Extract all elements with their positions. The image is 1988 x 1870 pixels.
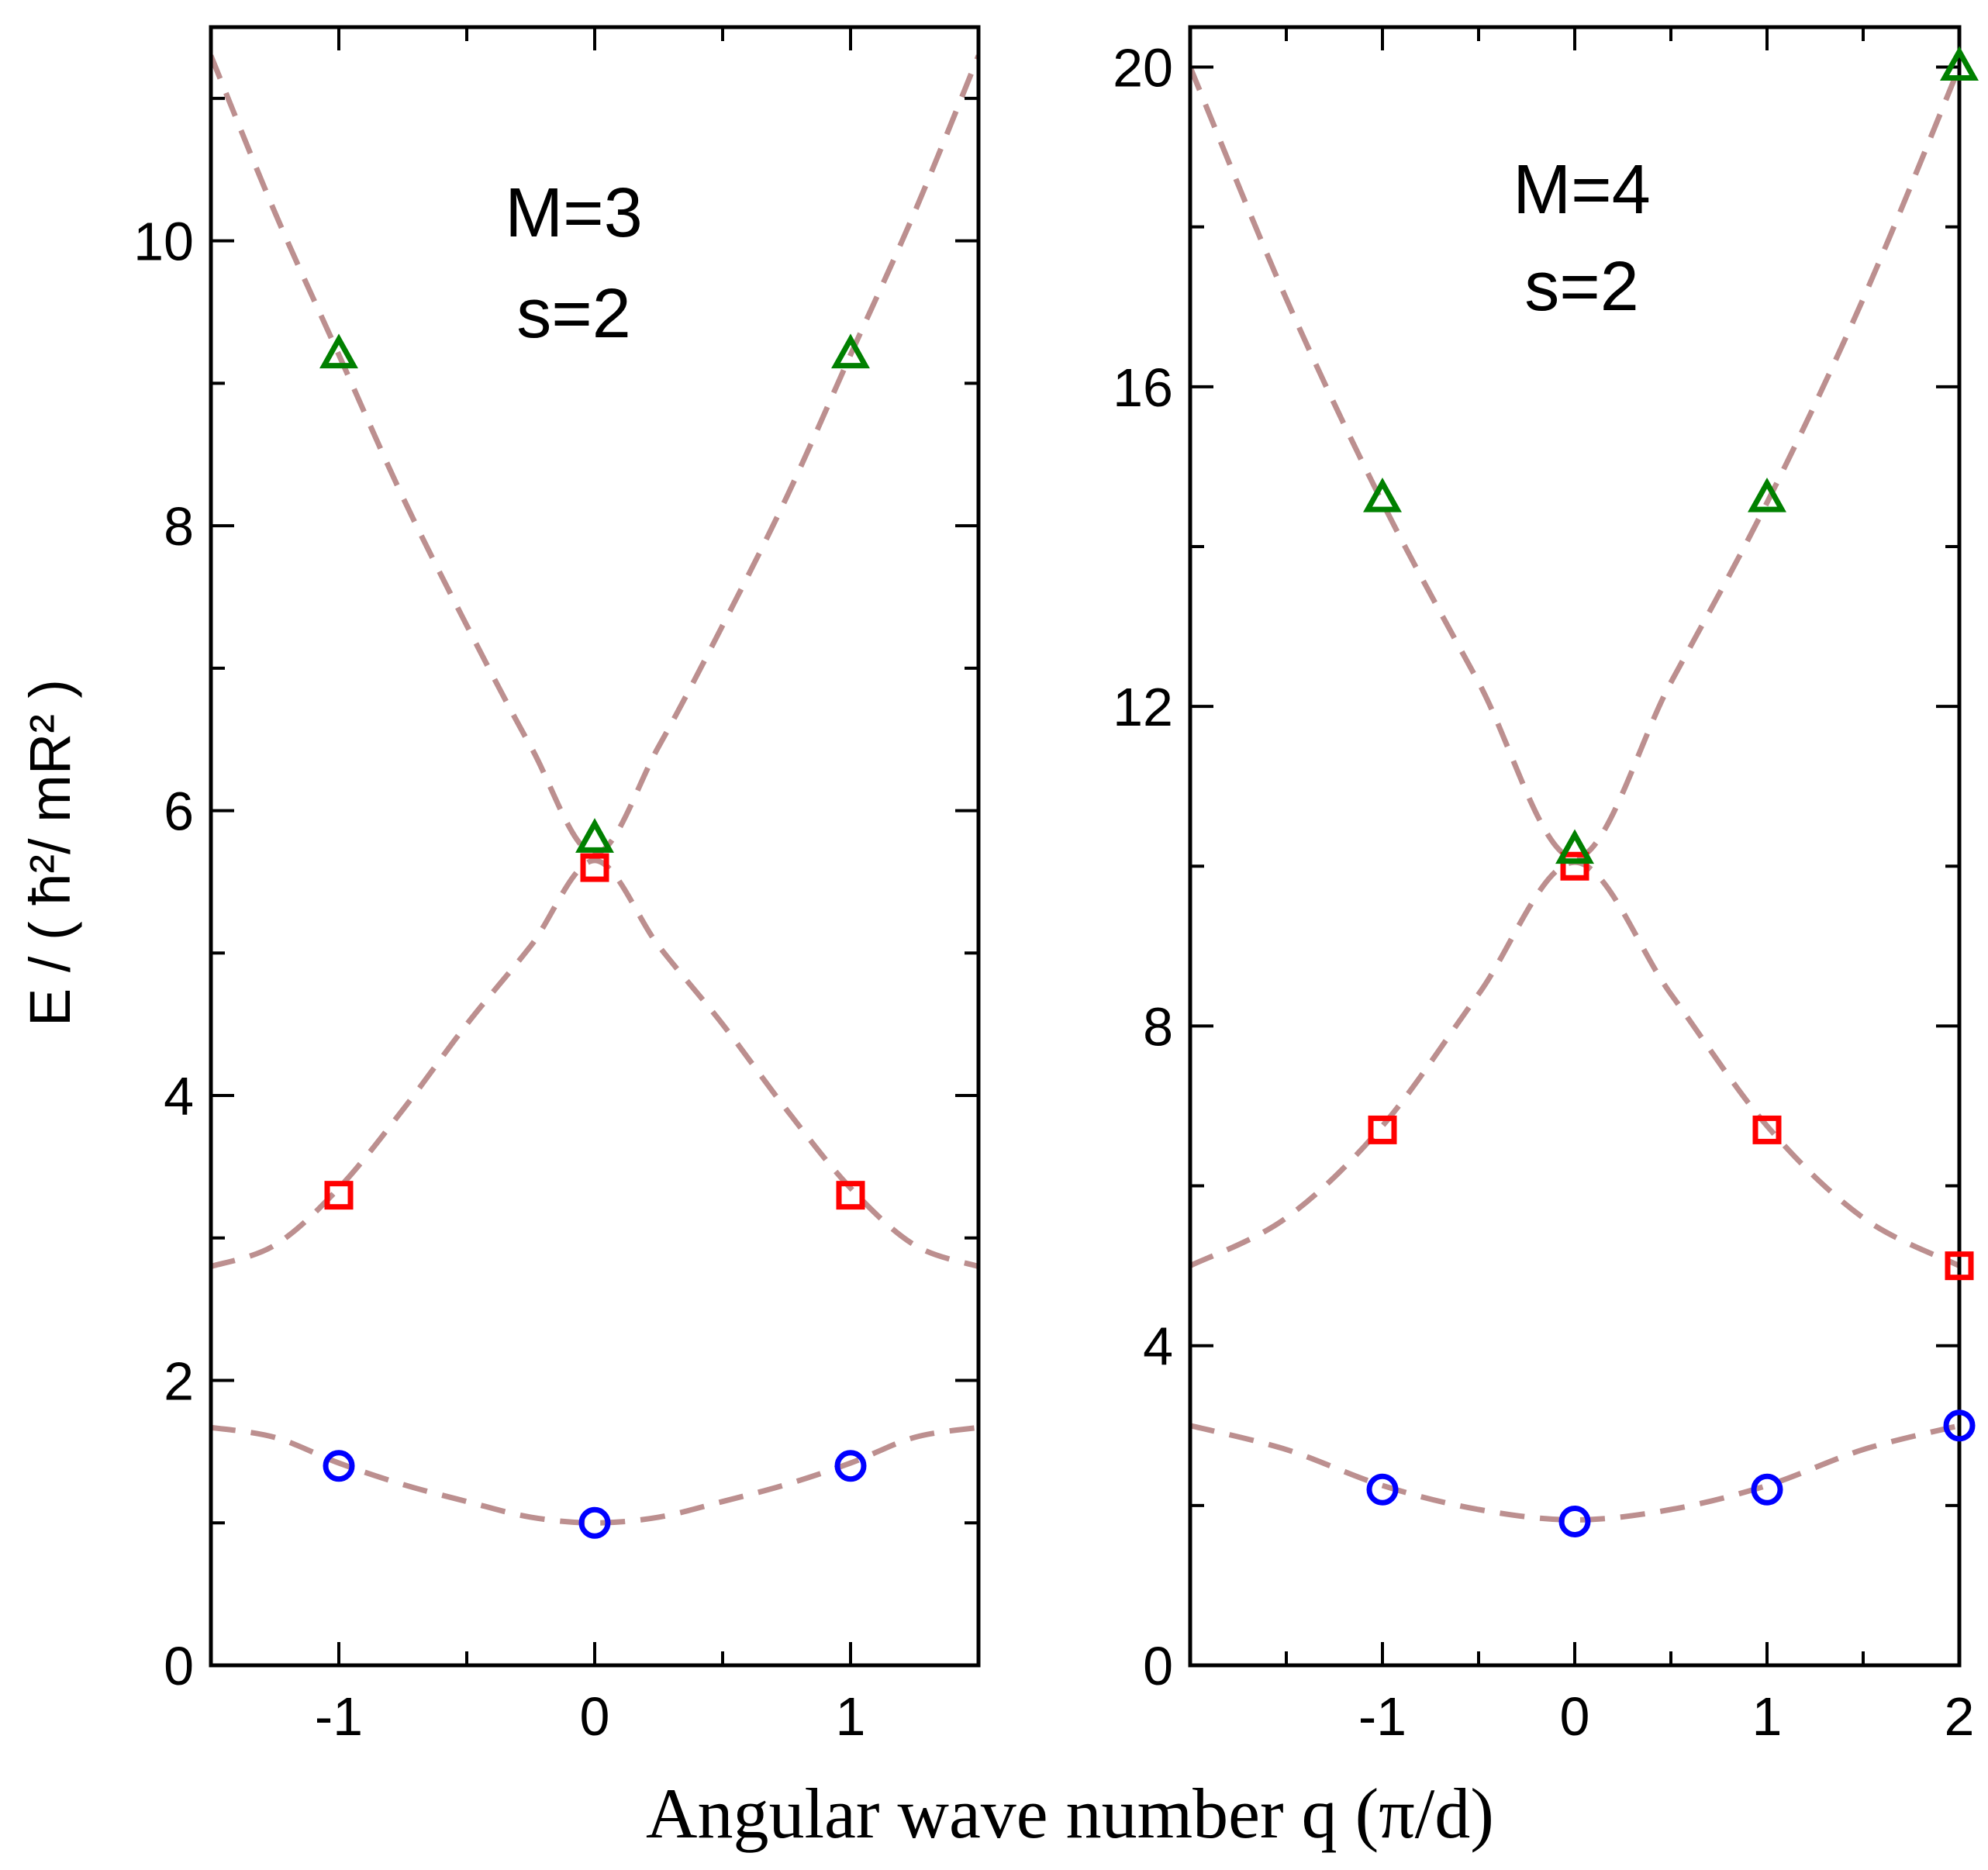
y-tick-label: 0 [164,1636,194,1696]
x-tick-label: 1 [1752,1686,1783,1747]
y-tick-label: 8 [1143,996,1173,1057]
x-tick-label: 0 [580,1686,610,1747]
y-axis-label: E / ( ħ²/ mR² ) [18,679,82,1026]
x-tick-label: -1 [315,1686,363,1747]
y-tick-label: 0 [1143,1636,1173,1696]
band-curve-1 [1190,1423,1959,1523]
data-point-square [1560,851,1589,881]
data-point-circle [323,1450,355,1482]
left-plot-frame [209,25,981,1668]
x-tick-label: 0 [1560,1686,1590,1747]
x-axis-label: Angular wave number q (π/d) [646,1774,1494,1853]
y-tick-label: 16 [1113,357,1173,418]
y-tick-label: 10 [133,212,194,272]
data-point-square [1945,1251,1974,1281]
data-point-square [1368,1115,1397,1144]
annotation-text: s=2 [1524,248,1639,326]
data-point-triangle [831,333,870,369]
data-point-triangle [575,818,614,853]
data-point-square [836,1181,865,1210]
data-point-triangle [1363,477,1402,512]
y-tick-label: 6 [164,781,194,842]
data-point-circle [1751,1473,1783,1506]
data-point-square [1752,1115,1782,1144]
band-curve-2 [211,857,978,1269]
data-point-circle [1558,1505,1591,1537]
x-tick-label: -1 [1358,1686,1406,1747]
annotation-text: s=2 [516,275,631,353]
data-point-square [580,853,609,882]
x-tick-label: 1 [836,1686,866,1747]
data-point-circle [1366,1473,1399,1506]
data-point-square [324,1181,354,1210]
y-tick-label: 4 [164,1066,194,1126]
data-point-circle [578,1506,611,1539]
band-curve-3 [1190,66,1959,861]
annotation-text: M=3 [505,174,643,252]
band-curve-1 [211,1424,978,1526]
y-tick-label: 8 [164,496,194,557]
y-tick-label: 2 [164,1351,194,1412]
x-tick-label: 2 [1945,1686,1975,1747]
y-tick-label: 4 [1143,1316,1173,1377]
data-point-circle [834,1450,867,1482]
band-curve-2 [1190,859,1959,1268]
data-point-triangle [319,333,358,369]
data-point-triangle [1940,46,1979,81]
y-tick-label: 20 [1113,38,1173,98]
annotation-text: M=4 [1513,151,1651,229]
data-point-triangle [1555,829,1594,864]
y-tick-label: 12 [1113,677,1173,737]
data-point-circle [1943,1409,1976,1442]
data-point-triangle [1748,477,1786,512]
